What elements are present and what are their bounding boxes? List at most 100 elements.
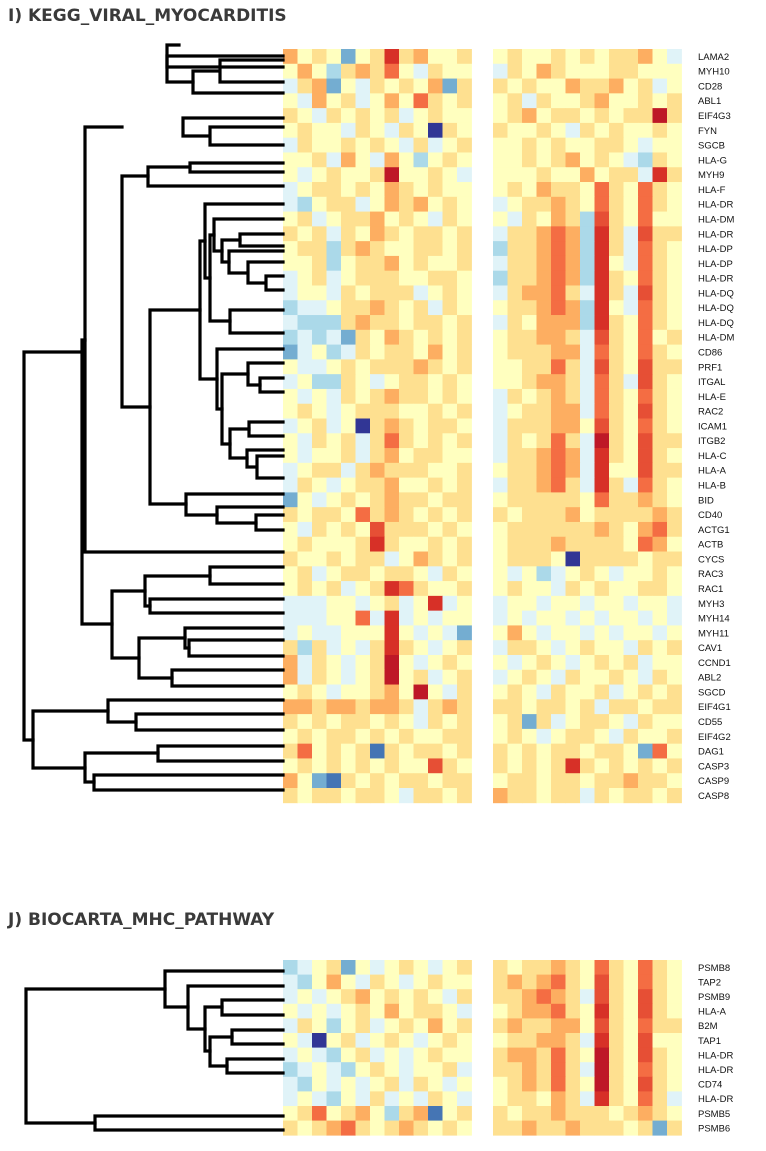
heatmap-cell (341, 536, 356, 552)
heatmap-cell (312, 610, 327, 626)
heatmap-cell (399, 1062, 414, 1078)
heatmap-cell (341, 122, 356, 139)
heatmap-cell (442, 743, 458, 759)
heatmap-cell (326, 448, 342, 464)
heatmap-cell (283, 167, 298, 183)
heatmap-cell (580, 728, 595, 745)
row-labels-i: LAMA2MYH10CD28ABL1EIF4G3FYNSGCBHLA-GMYH9… (698, 52, 735, 802)
heatmap-cell (580, 462, 595, 479)
heatmap-cell (384, 211, 400, 227)
heatmap-cell (507, 418, 523, 434)
heatmap-cell (442, 1120, 458, 1136)
heatmap-cell (283, 669, 298, 685)
heatmap-cell (355, 1003, 371, 1019)
heatmap-cell (312, 477, 327, 493)
heatmap-cell (580, 182, 595, 198)
heatmap-cell (638, 492, 653, 508)
heatmap-cell (652, 1033, 668, 1048)
heatmap-cell (384, 359, 400, 375)
heatmap-cell (297, 492, 313, 508)
heatmap-cell (399, 684, 414, 700)
heatmap-cell (442, 1033, 458, 1048)
heatmap-cell (297, 1033, 313, 1048)
heatmap-cell (609, 773, 624, 789)
heatmap-cell (341, 595, 356, 612)
heatmap-cell (297, 1047, 313, 1063)
heatmap-cell (609, 566, 624, 582)
dendrogram-branch (106, 698, 285, 724)
heatmap-cell (283, 960, 298, 975)
heatmap-cell (565, 63, 581, 79)
heatmap-cell (297, 758, 313, 774)
heatmap-cell (457, 448, 472, 464)
heatmap-cell (370, 654, 385, 671)
heatmap-cell (355, 507, 371, 523)
heatmap-cell (522, 226, 537, 242)
heatmap-cell (652, 388, 668, 405)
heatmap-cell (551, 507, 566, 523)
heatmap-cell (565, 1062, 581, 1078)
dendrogram-branch (227, 249, 285, 292)
dendrogram-j (24, 969, 285, 1132)
heatmap-cell (638, 640, 653, 656)
heatmap-cell (580, 654, 595, 671)
heatmap-cell (667, 989, 682, 1005)
heatmap-cell (384, 1033, 400, 1048)
heatmap-cell (652, 640, 668, 656)
heatmap-cell (652, 684, 668, 700)
heatmap-cell (384, 551, 400, 567)
heatmap-cell (457, 521, 472, 538)
heatmap-cell (413, 654, 429, 671)
heatmap-cell (536, 1033, 552, 1048)
heatmap-cell (312, 728, 327, 745)
heatmap-cell (609, 684, 624, 700)
heatmap-cell (457, 669, 472, 685)
heatmap-cell (413, 241, 429, 257)
heatmap-cell (297, 418, 313, 434)
heatmap-cell (326, 255, 342, 272)
heatmap-cell (507, 137, 523, 153)
heatmap-cell (507, 49, 523, 65)
heatmap-cell (370, 93, 385, 109)
heatmap-cell (594, 507, 610, 523)
heatmap-cell (522, 1091, 537, 1107)
heatmap-cell (428, 122, 443, 139)
heatmap-cell (413, 758, 429, 774)
heatmap-cell (442, 728, 458, 745)
heatmap-cell (457, 388, 472, 405)
heatmap-cell (623, 773, 639, 789)
heatmap-cell (355, 714, 371, 730)
heatmap-cell (667, 300, 682, 316)
heatmap-cell (370, 1047, 385, 1063)
heatmap-cell (507, 1033, 523, 1048)
heatmap-cell (623, 137, 639, 153)
heatmap-cell (312, 536, 327, 552)
heatmap-cell (536, 433, 552, 449)
heatmap-cell (457, 374, 472, 390)
heatmap-cell (522, 152, 537, 168)
row-label: CD74 (698, 1080, 722, 1091)
heatmap-cell (507, 108, 523, 124)
dendrogram-branch (186, 984, 285, 1031)
heatmap-cell (594, 122, 610, 139)
heatmap-cell (638, 182, 653, 198)
heatmap-cell (493, 566, 508, 582)
heatmap-cell (413, 743, 429, 759)
heatmap-cell (652, 521, 668, 538)
heatmap-cell (594, 78, 610, 94)
heatmap-cell (341, 462, 356, 479)
heatmap-cell (609, 581, 624, 597)
heatmap-cell (652, 285, 668, 301)
heatmap-cell (507, 403, 523, 419)
heatmap-cell (399, 196, 414, 212)
heatmap-cell (355, 388, 371, 405)
heatmap-cell (370, 1003, 385, 1019)
heatmap-cell (536, 743, 552, 759)
row-labels-j: PSMB8TAP2PSMB9HLA-AB2MTAP1HLA-DRHLA-DRCD… (698, 963, 734, 1135)
heatmap-cell (580, 196, 595, 212)
heatmap-cell (370, 477, 385, 493)
heatmap-cell (283, 492, 298, 508)
heatmap-cell (283, 989, 298, 1005)
heatmap-cell (493, 462, 508, 479)
heatmap-cell (370, 1062, 385, 1078)
